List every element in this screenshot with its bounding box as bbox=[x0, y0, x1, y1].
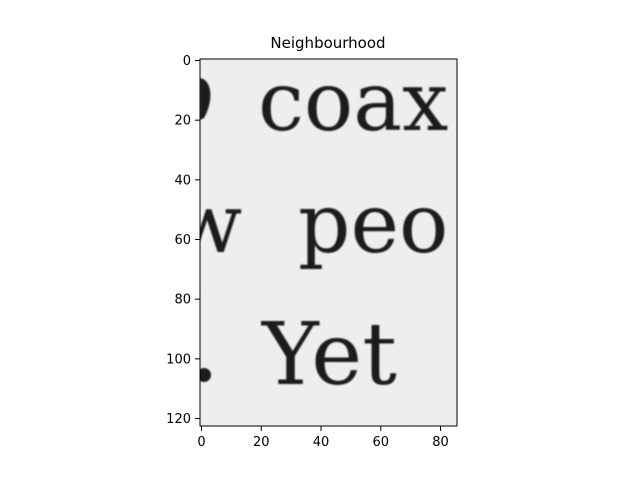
x-axis: 0 20 40 60 80 bbox=[197, 426, 449, 450]
y-tick-label: 80 bbox=[174, 293, 191, 308]
image-region: coax w peo Yet bbox=[172, 55, 457, 426]
word-coax: coax bbox=[258, 55, 448, 150]
partial-glyph-row2: w bbox=[172, 177, 242, 272]
image-grain bbox=[200, 59, 457, 426]
chart-title: Neighbourhood bbox=[270, 34, 385, 52]
y-tick-label: 120 bbox=[166, 412, 191, 427]
y-tick-label: 40 bbox=[174, 173, 191, 188]
x-tick-label: 60 bbox=[373, 435, 390, 450]
partial-glyph-row1 bbox=[200, 78, 211, 120]
y-tick-label: 60 bbox=[174, 233, 191, 248]
y-tick-label: 100 bbox=[166, 352, 191, 367]
x-tick-label: 20 bbox=[253, 435, 270, 450]
word-yet: Yet bbox=[261, 305, 397, 405]
period-dot bbox=[200, 368, 211, 382]
axes-frame bbox=[199, 58, 458, 427]
y-axis: 0 20 40 60 80 100 120 bbox=[166, 54, 200, 427]
x-tick-label: 0 bbox=[197, 435, 205, 450]
x-tick-label: 80 bbox=[432, 435, 449, 450]
word-peo: peo bbox=[298, 177, 448, 272]
y-tick-label: 20 bbox=[174, 114, 191, 129]
x-tick-label: 40 bbox=[313, 435, 330, 450]
y-tick-label: 0 bbox=[183, 54, 191, 69]
